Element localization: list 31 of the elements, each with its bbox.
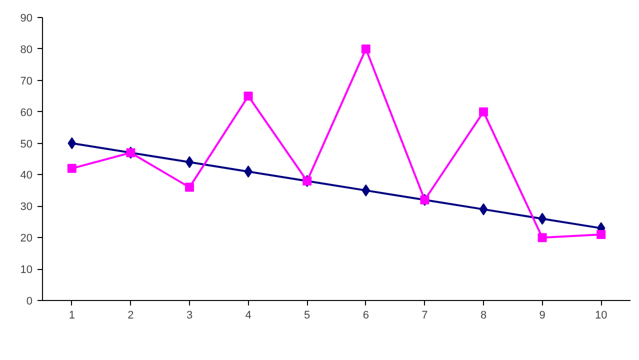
x-tick-label: 2 — [128, 310, 134, 322]
y-tick-label: 70 — [20, 75, 33, 88]
x-tick-label: 3 — [186, 310, 193, 322]
y-tick-label: 10 — [20, 264, 33, 276]
y-tick-label: 0 — [26, 296, 33, 308]
y-tick-label: 20 — [20, 232, 33, 245]
y-tick-label: 50 — [20, 138, 33, 150]
x-tick-label: 8 — [480, 310, 487, 322]
point — [67, 164, 76, 173]
point — [361, 44, 370, 54]
y-tick-label: 90 — [20, 12, 33, 24]
x-tick-label: 6 — [362, 310, 369, 322]
point — [68, 137, 76, 150]
point — [185, 156, 194, 168]
x-tick-label: 5 — [304, 310, 310, 322]
point — [479, 203, 488, 216]
x-tick-label: 9 — [539, 310, 546, 322]
y-tick-label: 60 — [20, 106, 33, 119]
y-tick-label: 40 — [20, 170, 33, 182]
point — [596, 230, 606, 239]
point — [479, 107, 488, 116]
point — [538, 233, 547, 242]
y-tick-label: 30 — [20, 201, 33, 214]
x-tick-label: 4 — [245, 310, 252, 322]
y-tick-label: 80 — [20, 44, 33, 56]
point — [244, 92, 253, 101]
point — [362, 184, 370, 196]
x-tick-label: 10 — [594, 310, 608, 322]
point — [185, 182, 194, 192]
x-tick-label: 7 — [422, 310, 428, 322]
x-tick-label: 1 — [68, 310, 75, 322]
